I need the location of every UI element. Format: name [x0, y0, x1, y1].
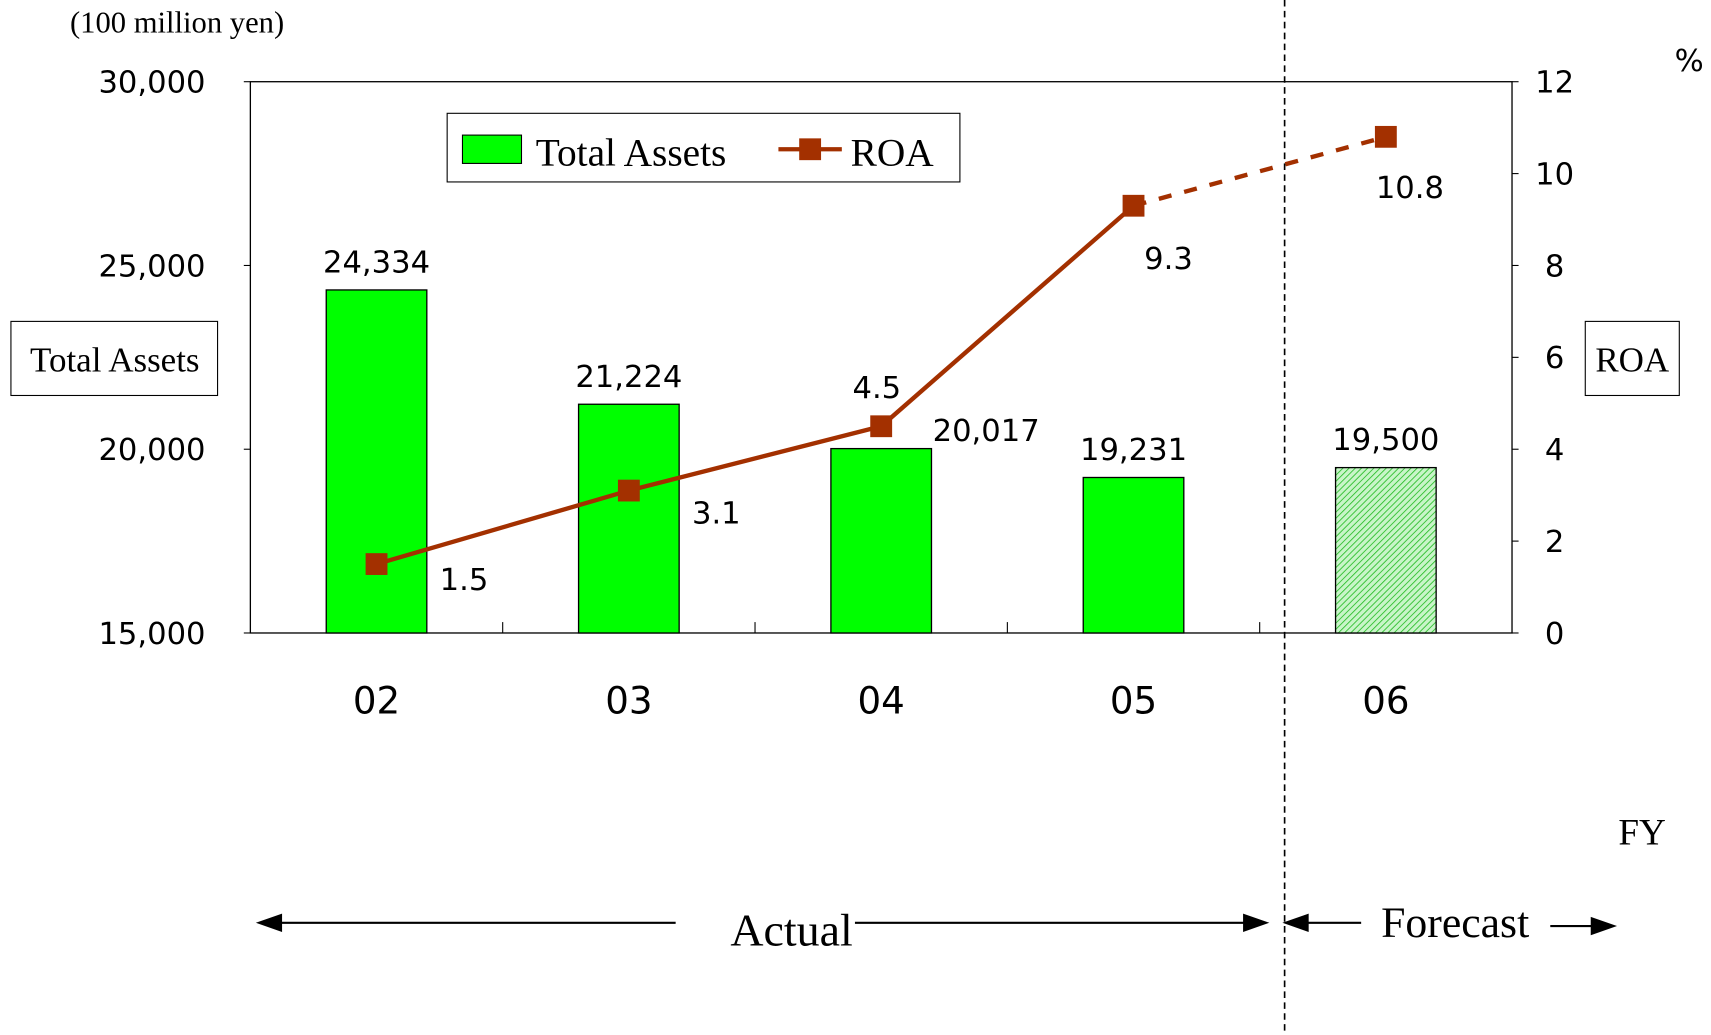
roa-marker: [1122, 194, 1145, 217]
bar-value-label: 21,224: [575, 360, 682, 395]
bar-value-label: 19,500: [1332, 423, 1439, 458]
y2-tick-label: 4: [1545, 433, 1564, 468]
annotation-forecast: Forecast: [1381, 899, 1529, 947]
legend-swatch: [461, 134, 523, 164]
y-tick-label: 30,000: [98, 66, 205, 101]
bar: [830, 447, 933, 634]
x-axis-label: FY: [1618, 812, 1666, 853]
unit-label: (100 million yen): [70, 6, 284, 40]
legend-marker: [799, 138, 822, 161]
roa-marker: [617, 479, 640, 502]
y2-label-box: [1584, 320, 1680, 397]
bar: [325, 289, 428, 634]
roa-line-forecast: [1132, 134, 1387, 208]
roa-value-label: 1.5: [440, 563, 489, 598]
y-axis-label: Total Assets: [30, 341, 199, 380]
x-tick-label: 03: [605, 680, 652, 723]
roa-value-label: 3.1: [692, 496, 741, 531]
x-tick-label: 02: [353, 680, 400, 723]
bar: [1082, 476, 1185, 634]
roa-marker: [1374, 125, 1397, 148]
y2-axis-label: ROA: [1595, 341, 1669, 380]
y2-unit: %: [1675, 44, 1704, 79]
y2-tick-label: 10: [1535, 158, 1574, 193]
bar-value-label: 20,017: [933, 414, 1040, 449]
bar-value-label: 24,334: [323, 246, 430, 281]
y2-tick-label: 2: [1545, 525, 1564, 560]
y2-tick-label: 6: [1545, 341, 1564, 376]
bar: [1334, 466, 1437, 634]
legend-label: ROA: [851, 132, 935, 175]
bar-value-label: 19,231: [1080, 433, 1187, 468]
x-tick-label: 04: [858, 680, 905, 723]
roa-marker: [365, 553, 388, 575]
y2-tick-label: 0: [1545, 617, 1564, 652]
roa-value-label: 10.8: [1376, 171, 1444, 206]
y2-tick-label: 12: [1535, 66, 1574, 101]
legend: [446, 112, 961, 183]
roa-value-label: 9.3: [1144, 242, 1193, 277]
y-tick-label: 20,000: [98, 433, 205, 468]
y2-tick-label: 8: [1545, 249, 1564, 284]
roa-value-label: 4.5: [852, 371, 901, 406]
y-label-box: [10, 320, 219, 397]
x-tick-label: 06: [1362, 680, 1409, 723]
x-tick-label: 05: [1110, 680, 1157, 723]
y-tick-label: 25,000: [98, 249, 205, 284]
roa-line: [375, 204, 1135, 567]
legend-label: Total Assets: [536, 132, 727, 175]
y-tick-label: 15,000: [98, 617, 205, 652]
roa-marker: [870, 415, 893, 438]
arrows: [255, 913, 1618, 936]
bar: [577, 403, 680, 634]
annotation-actual: Actual: [730, 905, 852, 956]
